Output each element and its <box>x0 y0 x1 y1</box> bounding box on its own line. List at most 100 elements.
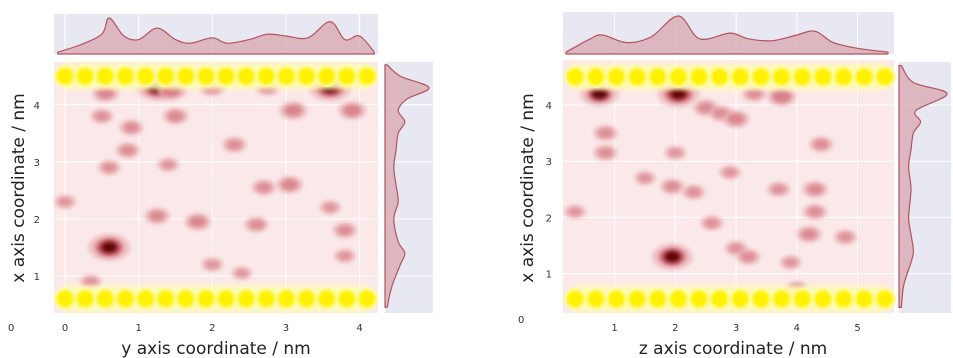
left-y-tick-label: 1 <box>34 272 40 283</box>
right-hotspot-11 <box>664 145 687 160</box>
right-hotspot-mid <box>704 218 720 228</box>
right-hotspot-24 <box>736 248 761 265</box>
left-hotspot-16 <box>276 176 304 194</box>
left-wall-atom <box>194 287 217 310</box>
left-wall-atom <box>355 287 378 310</box>
left-y-ticks: 1 2 3 4 <box>34 101 40 283</box>
right-hotspot-mid <box>686 187 702 198</box>
right-hotspot-8 <box>808 136 834 153</box>
left-wall-atom <box>134 65 157 88</box>
left-joint-plot: 0 1 2 3 4 1 2 3 4 0 y axis coordinate / nm x ax… <box>8 14 433 358</box>
left-origin-label: 0 <box>8 323 14 334</box>
left-wall-atom <box>275 287 298 310</box>
left-wall-atom <box>114 65 137 88</box>
right-hotspot-mid <box>772 90 792 103</box>
right-wall-atom <box>749 65 772 88</box>
left-hotspot-27 <box>231 266 253 280</box>
right-hotspot-15 <box>682 184 706 200</box>
right-wall-atom <box>729 287 752 310</box>
left-y-tick-label: 4 <box>34 101 40 112</box>
right-hotspot-mid <box>837 232 853 243</box>
right-hotspot-mid <box>740 251 757 262</box>
right-joint-plot: 1 2 3 4 5 1 2 3 4 0 z axis coordinate / nm x ax… <box>518 12 951 358</box>
right-wall-atom <box>791 65 814 88</box>
right-wall-atom <box>811 287 834 310</box>
left-wall-atom <box>235 287 258 310</box>
left-hotspot-mid <box>235 268 249 278</box>
right-wall-atom <box>564 65 587 88</box>
right-wall-atom <box>564 287 587 310</box>
right-wall-atoms <box>564 63 896 312</box>
left-hotspot-mid <box>226 139 243 150</box>
right-x-tick-label: 4 <box>794 323 800 334</box>
left-hotspot-25 <box>201 257 224 272</box>
right-hotspot-mid <box>597 127 614 139</box>
left-hotspot-mid <box>167 110 184 122</box>
left-x-tick-label: 3 <box>283 323 289 334</box>
left-wall-atom <box>295 65 318 88</box>
left-hotspot-12 <box>222 136 247 153</box>
right-x-tick-label: 2 <box>672 323 678 334</box>
left-wall-atom <box>335 287 358 310</box>
left-hotspot-mid <box>96 87 115 100</box>
left-hotspot-mid <box>161 160 176 170</box>
right-wall-atom <box>791 287 814 310</box>
right-hotspot-21 <box>796 226 822 243</box>
left-wall-atom <box>315 65 338 88</box>
right-y-tick-label: 2 <box>546 213 552 224</box>
left-hotspot-13 <box>115 142 140 159</box>
left-wall-atom <box>54 65 77 88</box>
left-y-tick-label: 2 <box>34 215 40 226</box>
right-hotspot-mid <box>800 228 818 240</box>
right-hotspot-16 <box>767 181 791 197</box>
right-hotspot-mid <box>783 257 798 268</box>
right-hotspot-core <box>591 88 608 100</box>
right-hotspot-mid <box>668 148 683 158</box>
right-hotspot-mid <box>722 167 738 178</box>
left-wall-atom <box>215 287 238 310</box>
right-wall-atom <box>584 287 607 310</box>
left-wall-atoms <box>54 63 378 312</box>
left-wall-atom <box>74 287 97 310</box>
left-hotspot-0 <box>88 233 131 261</box>
left-hotspot-18 <box>319 200 342 215</box>
left-x-axis-label: y axis coordinate / nm <box>121 339 310 358</box>
right-wall-atom <box>584 65 607 88</box>
left-wall-atom <box>94 287 117 310</box>
left-wall-atom <box>235 65 258 88</box>
left-x-ticks: 0 1 2 3 4 <box>62 323 363 334</box>
right-wall-atom <box>832 287 855 310</box>
right-hotspot-mid <box>807 206 823 218</box>
left-hotspot-mid <box>280 178 299 191</box>
left-hotspot-mid <box>94 111 110 122</box>
right-hotspot-9 <box>593 125 618 141</box>
right-wall-atom <box>729 65 752 88</box>
right-hotspot-10 <box>593 144 618 161</box>
left-wall-atom <box>194 65 217 88</box>
left-wall-atom <box>134 287 157 310</box>
left-wall-atom <box>94 65 117 88</box>
right-wall-atom <box>811 65 834 88</box>
right-hotspot-19 <box>802 203 828 220</box>
left-hotspot-11 <box>119 119 144 136</box>
left-hotspot-mid <box>123 122 140 133</box>
right-x-tick-label: 3 <box>733 323 739 334</box>
left-right-marginal-kde <box>384 64 430 308</box>
right-y-axis-label: x axis coordinate / nm <box>518 93 538 282</box>
left-wall-atom <box>154 65 177 88</box>
right-wall-atom <box>646 287 669 310</box>
right-y-tick-label: 4 <box>546 101 552 112</box>
left-hotspot-22 <box>332 222 358 239</box>
left-hotspot-mid <box>101 162 117 173</box>
right-wall-atom <box>770 65 793 88</box>
right-wall-atom <box>708 287 731 310</box>
right-hotspot-mid <box>664 181 681 192</box>
left-wall-atom <box>74 65 97 88</box>
left-hotspot-26 <box>79 274 102 289</box>
right-top-marginal-kde <box>565 15 889 55</box>
right-hotspot-mid <box>728 243 744 254</box>
right-hotspot-mid <box>806 183 824 195</box>
right-right-marginal-kde <box>898 65 948 308</box>
right-wall-atom <box>688 65 711 88</box>
left-hotspot-mid <box>188 215 207 228</box>
